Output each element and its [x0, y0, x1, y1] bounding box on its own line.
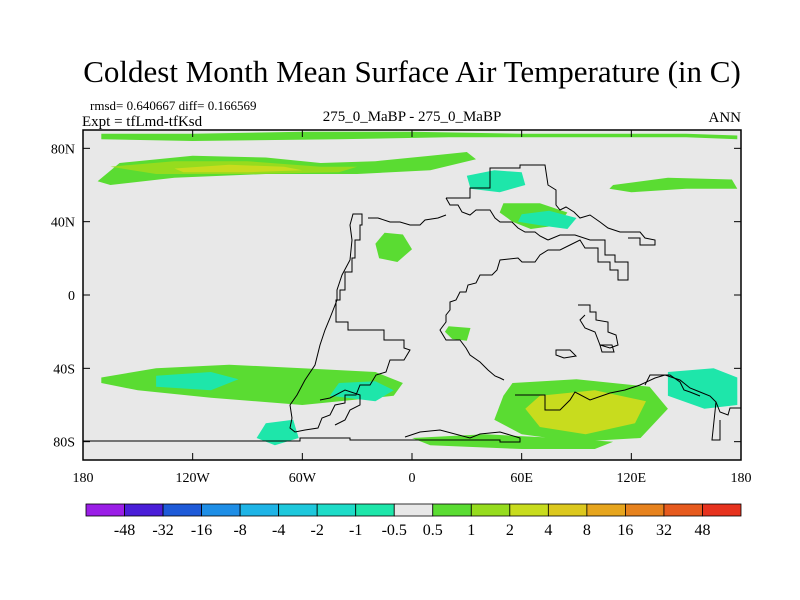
- colorbar-label: 8: [583, 522, 591, 539]
- colorbar-swatch: [278, 503, 318, 517]
- colorbar-swatch: [586, 503, 626, 517]
- colorbar-label: -1: [349, 522, 362, 539]
- colorbar-swatch: [162, 503, 202, 517]
- colorbar-swatch: [393, 503, 434, 517]
- coastline-sa-west: [319, 389, 361, 426]
- coastline-australia: [711, 401, 721, 441]
- colorbar-label: 16: [617, 522, 633, 539]
- center-label: 275_0_MaBP - 275_0_MaBP: [323, 109, 502, 125]
- colorbar-swatch: [355, 503, 395, 517]
- region-africa-south-patch: [444, 326, 471, 341]
- region-north-asia-cold: [518, 210, 577, 229]
- region-north-cold-patch: [466, 170, 526, 193]
- colorbar-swatch: [509, 503, 549, 517]
- y-tick-label: 40S: [53, 362, 75, 377]
- colorbar-label: 48: [694, 522, 710, 539]
- colorbar-swatch: [470, 503, 511, 517]
- region-south-indian-core: [525, 390, 646, 435]
- colorbar-label: 32: [656, 522, 672, 539]
- colorbar-swatch: [239, 503, 280, 517]
- colorbar-label: -4: [272, 522, 285, 539]
- y-tick-label: 0: [68, 289, 75, 304]
- x-tick-label: 120W: [176, 471, 211, 486]
- colorbar: -48 -32 -16 -8 -4 -2 -1 -0.5 0.5 1 2 4 8 16 32 48: [85, 503, 742, 539]
- region-arctic-band-peak: [174, 164, 303, 173]
- x-tick-label: 180: [731, 471, 752, 486]
- colorbar-swatch: [85, 503, 125, 517]
- x-tick-label: 0: [409, 471, 416, 486]
- coastline-europe: [445, 197, 549, 241]
- coastline-america: [289, 213, 411, 433]
- x-tick-label: 60W: [289, 471, 317, 486]
- coastline-island-2: [599, 344, 615, 353]
- colorbar-swatch: [702, 503, 742, 517]
- coastline-asia-east: [439, 234, 629, 381]
- x-tick-label: 180: [73, 471, 94, 486]
- coastline-indo: [578, 304, 619, 349]
- y-tick-label: 80N: [51, 142, 75, 157]
- y-tick-label: 80S: [53, 436, 75, 451]
- colorbar-swatch: [201, 503, 241, 517]
- coastline-antarctica: [83, 429, 521, 443]
- x-tick-label: 60E: [510, 471, 533, 486]
- coastline-africa-west: [368, 214, 447, 226]
- right-label: ANN: [709, 110, 742, 126]
- colorbar-swatch: [547, 503, 588, 517]
- region-atlantic-patch: [375, 232, 412, 262]
- region-south-west-blue: [156, 372, 239, 391]
- colorbar-label: -0.5: [382, 522, 407, 539]
- coastlines: [83, 164, 741, 443]
- colorbar-label: 4: [544, 522, 552, 539]
- colorbar-swatch: [663, 503, 703, 517]
- region-eurasia-north: [609, 177, 738, 193]
- coastline-asia-north: [446, 164, 656, 246]
- colorbar-swatch: [124, 503, 164, 517]
- colorbar-label: -48: [114, 522, 135, 539]
- coastline-south-asia-inner: [644, 374, 701, 397]
- colorbar-swatch: [432, 503, 472, 517]
- colorbar-label: 2: [506, 522, 514, 539]
- colorbar-label: 0.5: [423, 522, 443, 539]
- y-tick-label: 40N: [51, 216, 75, 231]
- colorbar-label: -16: [191, 522, 212, 539]
- stats-line: rmsd= 0.640667 diff= 0.166569: [90, 98, 256, 113]
- x-tick-label: 120E: [617, 471, 647, 486]
- axes: 180 120W 60W 0 60E 120E 180 80N 40N 0 40S 80S: [51, 130, 752, 486]
- colorbar-label: 1: [467, 522, 475, 539]
- region-north-top-strip: [101, 131, 738, 141]
- region-south-pacific-blue: [329, 381, 394, 402]
- coastline-south-asia: [515, 374, 741, 416]
- coastline-island-1: [555, 349, 578, 359]
- region-south-east-band: [667, 368, 738, 409]
- chart-title: Coldest Month Mean Surface Air Temperatu…: [83, 54, 741, 89]
- expt-line: Expt = tfLmd-tfKsd: [82, 114, 203, 130]
- colorbar-swatch: [316, 503, 357, 517]
- colorbar-swatch: [625, 503, 665, 517]
- colorbar-label: -8: [233, 522, 246, 539]
- region-south-west-wedge: [256, 419, 299, 446]
- colorbar-label: -32: [152, 522, 173, 539]
- colorbar-label: -2: [311, 522, 324, 539]
